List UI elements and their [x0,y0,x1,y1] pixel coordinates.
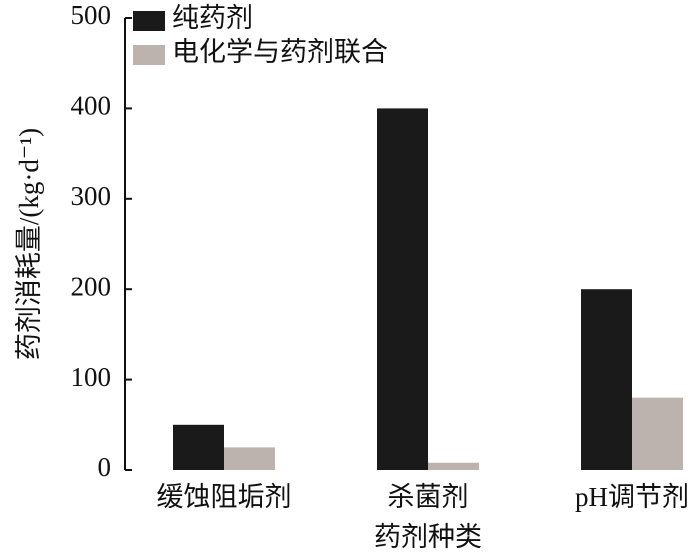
legend-label: 纯药剂 [172,3,253,33]
y-tick-label: 400 [71,91,112,121]
y-tick-label: 0 [98,452,112,482]
bar [377,108,428,471]
y-tick-label: 200 [71,271,112,301]
x-tick-label: 杀菌剂 [388,482,469,512]
x-tick-label: 缓蚀阻垢剂 [157,482,292,512]
y-axis-label: 药剂消耗量/(kg·d⁻¹) [14,128,44,360]
bar [173,424,224,470]
bar [581,289,632,470]
bar [224,447,275,470]
y-tick-label: 100 [71,362,112,392]
legend-swatch [133,11,165,31]
bar [428,462,479,470]
x-axis-label: 药剂种类 [374,522,482,552]
y-tick-label: 500 [71,0,112,30]
y-tick-label: 300 [71,181,112,211]
legend-swatch [133,45,165,65]
legend-label: 电化学与药剂联合 [172,37,388,67]
bar [632,397,683,470]
x-tick-label: pH调节剂 [575,482,689,512]
